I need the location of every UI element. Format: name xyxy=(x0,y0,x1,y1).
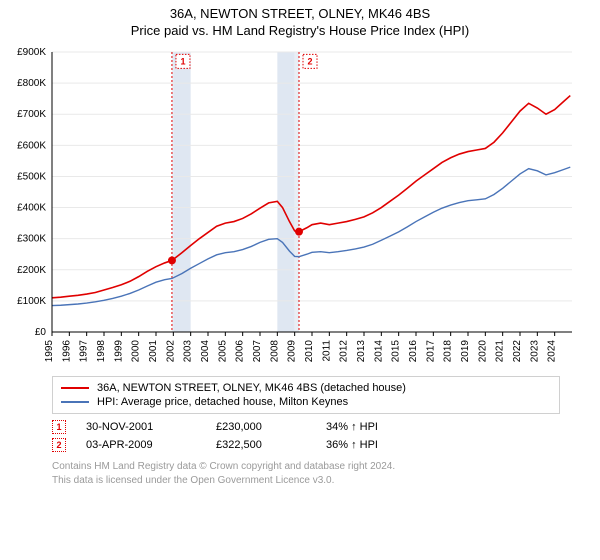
sales-row: 1 30-NOV-2001 £230,000 34% ↑ HPI xyxy=(52,418,560,436)
chart-subtitle: Price paid vs. HM Land Registry's House … xyxy=(0,21,600,42)
x-tick-label: 2012 xyxy=(339,340,350,363)
x-tick-label: 2001 xyxy=(148,340,159,363)
x-tick-label: 1996 xyxy=(61,340,72,363)
x-tick-label: 2000 xyxy=(131,340,142,363)
y-tick-label: £600K xyxy=(17,140,46,151)
sale-date: 03-APR-2009 xyxy=(86,439,196,451)
x-tick-label: 2018 xyxy=(443,340,454,363)
y-tick-label: £200K xyxy=(17,265,46,276)
x-tick-label: 2022 xyxy=(512,340,523,363)
chart-title: 36A, NEWTON STREET, OLNEY, MK46 4BS xyxy=(0,0,600,21)
footer-attribution: Contains HM Land Registry data © Crown c… xyxy=(52,460,560,487)
legend-item: 36A, NEWTON STREET, OLNEY, MK46 4BS (det… xyxy=(61,381,551,395)
x-tick-label: 2004 xyxy=(200,340,211,363)
chart-container: 36A, NEWTON STREET, OLNEY, MK46 4BS Pric… xyxy=(0,0,600,560)
x-tick-label: 2021 xyxy=(495,340,506,363)
y-tick-label: £800K xyxy=(17,78,46,89)
sale-date: 30-NOV-2001 xyxy=(86,421,196,433)
x-tick-label: 2007 xyxy=(252,340,263,363)
sale-point xyxy=(295,228,303,236)
x-tick-label: 2023 xyxy=(529,340,540,363)
sale-diff: 36% ↑ HPI xyxy=(326,439,416,451)
sales-row: 2 03-APR-2009 £322,500 36% ↑ HPI xyxy=(52,436,560,454)
shaded-band xyxy=(277,52,294,332)
sale-price: £322,500 xyxy=(216,439,306,451)
sale-marker-badge: 2 xyxy=(52,438,66,452)
x-tick-label: 2016 xyxy=(408,340,419,363)
shaded-band xyxy=(295,52,299,332)
legend: 36A, NEWTON STREET, OLNEY, MK46 4BS (det… xyxy=(52,376,560,414)
x-tick-label: 2005 xyxy=(217,340,228,363)
sale-price: £230,000 xyxy=(216,421,306,433)
sale-diff: 34% ↑ HPI xyxy=(326,421,416,433)
footer-line-1: Contains HM Land Registry data © Crown c… xyxy=(52,460,560,474)
y-tick-label: £100K xyxy=(17,296,46,307)
legend-label: 36A, NEWTON STREET, OLNEY, MK46 4BS (det… xyxy=(97,382,406,394)
sale-point xyxy=(168,256,176,264)
legend-item: HPI: Average price, detached house, Milt… xyxy=(61,395,551,409)
x-tick-label: 2003 xyxy=(183,340,194,363)
y-tick-label: £900K xyxy=(17,47,46,58)
y-tick-label: £0 xyxy=(35,327,47,338)
sale-marker-label: 1 xyxy=(180,56,185,66)
legend-swatch xyxy=(61,401,89,403)
x-tick-label: 2006 xyxy=(235,340,246,363)
x-tick-label: 2014 xyxy=(373,340,384,363)
x-tick-label: 1997 xyxy=(79,340,90,363)
x-tick-label: 2015 xyxy=(391,340,402,363)
x-tick-label: 2013 xyxy=(356,340,367,363)
shaded-band xyxy=(173,52,190,332)
x-tick-label: 2011 xyxy=(321,340,332,362)
x-tick-label: 2019 xyxy=(460,340,471,363)
sale-marker-label: 2 xyxy=(307,56,312,66)
sale-marker-badge: 1 xyxy=(52,420,66,434)
x-tick-label: 2010 xyxy=(304,340,315,363)
price-chart: £0 £100K £200K £300K £400K £500K £600K £700K £80… xyxy=(0,42,600,372)
x-tick-label: 1995 xyxy=(44,340,55,363)
x-tick-label: 1999 xyxy=(113,340,124,363)
sales-table: 1 30-NOV-2001 £230,000 34% ↑ HPI 2 03-APR-200… xyxy=(52,418,560,454)
x-tick-label: 2002 xyxy=(165,340,176,363)
x-tick-label: 2008 xyxy=(269,340,280,363)
x-tick-label: 2020 xyxy=(477,340,488,363)
y-tick-label: £400K xyxy=(17,203,46,214)
footer-line-2: This data is licensed under the Open Gov… xyxy=(52,474,560,488)
x-tick-label: 2024 xyxy=(547,340,558,363)
x-tick-label: 2009 xyxy=(287,340,298,363)
y-tick-label: £300K xyxy=(17,234,46,245)
x-tick-label: 1998 xyxy=(96,340,107,363)
legend-swatch xyxy=(61,387,89,389)
legend-label: HPI: Average price, detached house, Milt… xyxy=(97,396,348,408)
x-tick-label: 2017 xyxy=(425,340,436,363)
y-tick-label: £700K xyxy=(17,109,46,120)
y-tick-label: £500K xyxy=(17,171,46,182)
